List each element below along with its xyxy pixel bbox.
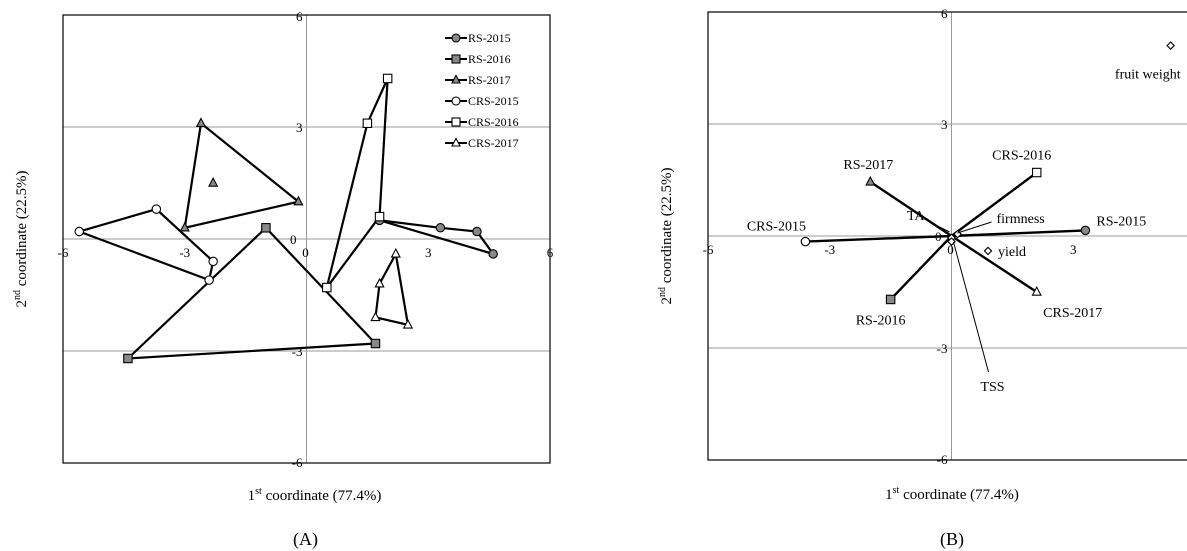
legend-label-crs-2017: CRS-2017: [468, 136, 519, 150]
label-rs-2016: RS-2016: [856, 313, 906, 328]
label-rs-2017: RS-2017: [843, 158, 893, 173]
x-tick-label-6: 6: [547, 245, 554, 260]
label-yield: yield: [998, 245, 1026, 260]
point-rs-2016-2: [370, 338, 381, 349]
legend-label-rs-2015: RS-2015: [468, 31, 511, 45]
vector-crs-2015: [805, 234, 952, 243]
point-crs-2015: [800, 236, 811, 247]
y-tick-label-0: 0: [290, 232, 297, 247]
point-crs-2016-1: [362, 118, 373, 129]
point-crs-2017-4: [402, 318, 414, 329]
x-tick-label-3: -3: [179, 245, 190, 260]
point-crs-2015-2: [151, 204, 162, 214]
label-fruit-weight: fruit weight: [1115, 68, 1181, 83]
panel-label: (B): [940, 529, 964, 550]
legend-marker-crs-2017: [451, 137, 461, 147]
point-rs-2016: [885, 294, 896, 305]
variable-yield: [983, 246, 993, 256]
point-crs-2016-4: [322, 282, 332, 293]
x-tick-label-0: 0: [302, 245, 309, 260]
point-rs-2017-1: [195, 117, 207, 127]
label-ta: TA: [907, 209, 925, 224]
variable-fruit-weight: [1166, 41, 1176, 50]
vector-rs-2017: [869, 180, 953, 237]
legend-label-crs-2015: CRS-2015: [468, 94, 519, 108]
x-tick-label-3: 3: [425, 245, 432, 260]
point-rs-2016-3: [123, 353, 133, 364]
point-rs-2017: [865, 175, 876, 186]
vector-rs-2016: [889, 235, 953, 301]
label-tss: TSS: [980, 380, 1004, 395]
point-rs-2015: [1080, 225, 1091, 236]
vector-crs-2016: [950, 171, 1038, 237]
hull-rs-2016: [124, 226, 378, 360]
legend-marker-rs-2015: [451, 33, 461, 43]
point-rs-2015-4: [488, 249, 498, 259]
legend-label-crs-2016: CRS-2016: [468, 115, 519, 129]
panel-b-biplot-chart: -6-30363-3-60RS-2015RS-2016RS-2017CRS-20…: [657, 6, 1187, 550]
y-tick-label-3: -3: [292, 344, 303, 359]
legend-label-rs-2017: RS-2017: [468, 73, 511, 87]
point-rs-2015-2: [435, 223, 446, 233]
legend-marker-rs-2016: [451, 54, 461, 64]
vector-rs-2015: [951, 229, 1086, 238]
legend-marker-crs-2015: [451, 96, 461, 106]
plot-frame: [707, 11, 1187, 461]
point-crs-2015-4: [204, 275, 214, 285]
point-crs-2016: [1031, 167, 1042, 178]
point-rs-2017-2: [208, 176, 219, 187]
variable-tss: [947, 237, 956, 246]
hull-crs-2015: [75, 207, 215, 282]
x-axis-title: 1st coordinate (77.4%): [248, 486, 382, 504]
point-rs-2015-3: [472, 226, 482, 237]
y-axis-title: 2nd coordinate (22.5%): [12, 170, 30, 307]
label-crs-2015: CRS-2015: [747, 220, 806, 235]
panel-label: (A): [293, 529, 318, 550]
hull-crs-2016: [325, 78, 389, 289]
label-firmness: firmness: [997, 212, 1045, 227]
x-tick-label-0: 0: [947, 242, 954, 257]
point-rs-2017-3: [179, 221, 190, 232]
point-crs-2017-1: [390, 247, 401, 258]
label-crs-2017: CRS-2017: [1043, 306, 1102, 321]
x-tick-label-6: -6: [703, 242, 714, 257]
label-crs-2016: CRS-2016: [992, 149, 1051, 164]
leader-ta: [929, 221, 950, 233]
legend-label-rs-2016: RS-2016: [468, 52, 511, 66]
x-tick-label-3: 3: [1070, 242, 1077, 257]
point-crs-2016-3: [374, 211, 385, 222]
leader-firmness: [957, 221, 992, 234]
y-tick-label-3: -3: [937, 341, 948, 356]
leader-tss: [953, 241, 989, 373]
legend-marker-rs-2017: [451, 74, 461, 84]
point-rs-2017-4: [293, 195, 304, 206]
legend-marker-crs-2016: [451, 117, 461, 127]
y-tick-label-6: -6: [937, 452, 948, 467]
plot-frame: [62, 14, 551, 464]
x-axis-title: 1st coordinate (77.4%): [885, 485, 1019, 503]
panel-a-scatter-chart: -6 -3 0 3 6 6 3 -3 -6 0 RS-2015 RS-2016 RS-2017 CRS-2…: [12, 9, 554, 550]
vector-crs-2017: [950, 234, 1038, 294]
y-tick-label-6: -6: [292, 455, 303, 470]
point-crs-2017: [1031, 285, 1042, 296]
x-tick-label-6: -6: [58, 245, 69, 260]
point-crs-2016-2: [382, 73, 393, 84]
point-rs-2016-1: [261, 223, 271, 233]
label-rs-2015: RS-2015: [1096, 214, 1146, 229]
y-tick-label-6: 6: [941, 6, 948, 21]
point-crs-2017-2: [374, 277, 385, 288]
hull-crs-2017: [374, 250, 410, 327]
x-tick-label-3: -3: [824, 242, 835, 257]
y-tick-label-3: 3: [941, 117, 948, 132]
y-axis-title: 2nd coordinate (22.5%): [657, 167, 675, 304]
y-tick-label-6: 6: [296, 9, 303, 24]
y-tick-label-3: 3: [296, 120, 303, 135]
hull-rs-2017: [183, 121, 301, 230]
point-crs-2015-1: [74, 226, 84, 237]
point-crs-2015-3: [208, 256, 218, 267]
point-crs-2017-3: [370, 311, 381, 322]
